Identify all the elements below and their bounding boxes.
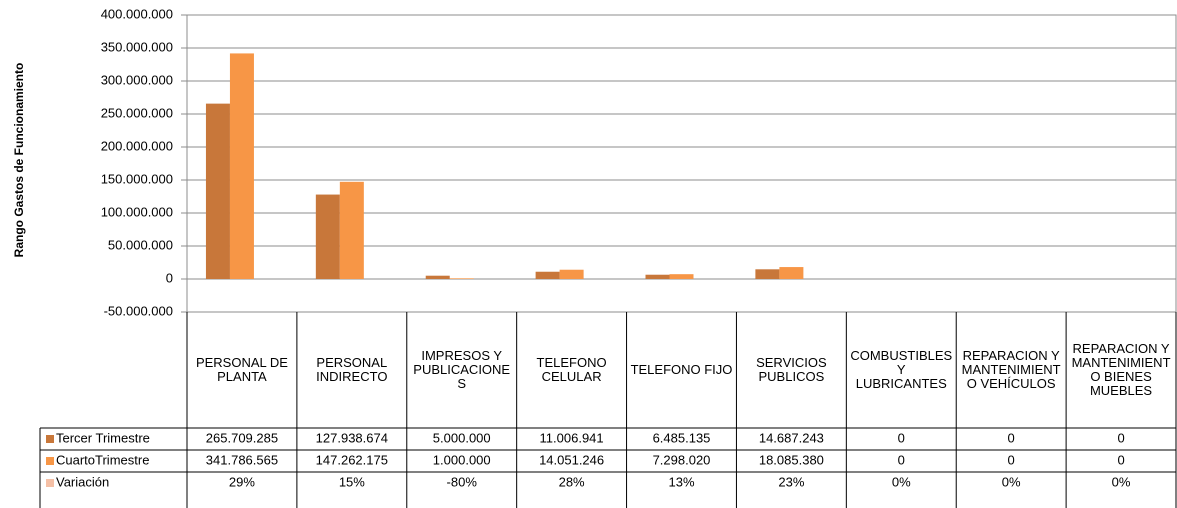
legend-key (46, 479, 54, 487)
table-value: 7.298.020 (653, 452, 711, 467)
table-value: 23% (778, 474, 804, 489)
y-tick-label: 400.000.000 (101, 6, 173, 21)
table-value: 13% (668, 474, 694, 489)
table-value: 0% (892, 474, 911, 489)
y-tick-label: -50.000.000 (104, 303, 173, 318)
x-tick-label: PERSONAL INDIRECTO (316, 355, 388, 384)
table-value: 127.938.674 (316, 430, 388, 445)
category-cell: SERVICIOS PUBLICOS (756, 355, 827, 384)
table-value: 29% (229, 474, 255, 489)
table-value: 0 (898, 430, 905, 445)
y-axis-title: Rango Gastos de Funcionamiento (12, 63, 26, 258)
y-tick-label: 250.000.000 (101, 105, 173, 120)
table-value: 0% (1112, 474, 1131, 489)
bar (755, 269, 780, 279)
category-cell: COMBUSTIBLES Y LUBRICANTES (850, 348, 953, 391)
category-cell: PERSONAL INDIRECTO (316, 355, 388, 384)
x-tick-label: COMBUSTIBLES Y LUBRICANTES (850, 348, 953, 391)
table-value: 341.786.565 (206, 452, 278, 467)
x-tick-label: REPARACION Y MANTENIMIENTO BIENES MUEBLE… (1071, 341, 1171, 398)
table-value: 5.000.000 (433, 430, 491, 445)
category-cell: IMPRESOS Y PUBLICACIONES (413, 348, 511, 391)
table-value: 0 (1008, 430, 1015, 445)
table-value: 11.006.941 (540, 430, 604, 445)
table-value: 18.085.380 (759, 452, 824, 467)
table-value: 265.709.285 (206, 430, 278, 445)
table-value: 28% (559, 474, 585, 489)
category-cell: PERSONAL DE PLANTA (195, 355, 288, 384)
category-cell: TELEFONO FIJO (630, 362, 733, 377)
category-cell: TELEFONO CELULAR (536, 355, 607, 384)
bar (229, 53, 254, 279)
bar (315, 194, 340, 279)
legend-label: Variación (56, 474, 109, 489)
y-tick-label: 300.000.000 (101, 72, 173, 87)
bar (645, 274, 670, 279)
y-tick-label: 150.000.000 (101, 171, 173, 186)
legend-label: Tercer Trimestre (56, 430, 150, 445)
bar (535, 271, 560, 279)
category-cell: REPARACION Y MANTENIMIENTO BIENES MUEBLE… (1071, 341, 1171, 398)
y-tick-label: 350.000.000 (101, 39, 173, 54)
bar (449, 278, 474, 279)
bar (669, 274, 694, 279)
bar (779, 267, 804, 279)
table-value: 14.051.246 (539, 452, 604, 467)
legend-key (46, 435, 54, 443)
table-value: 15% (339, 474, 365, 489)
table-value: 14.687.243 (759, 430, 824, 445)
table-value: 0 (1117, 430, 1124, 445)
category-cell: REPARACION Y MANTENIMIENTO VEHÍCULOS (961, 348, 1061, 391)
bar (339, 181, 364, 279)
y-tick-label: 100.000.000 (101, 204, 173, 219)
y-tick-label: 200.000.000 (101, 138, 173, 153)
x-tick-label: REPARACION Y MANTENIMIENTO VEHÍCULOS (961, 348, 1061, 391)
bar (425, 275, 450, 279)
table-value: -80% (447, 474, 478, 489)
table-value: 0% (1002, 474, 1021, 489)
y-tick-label: 50.000.000 (108, 237, 173, 252)
x-tick-label: IMPRESOS Y PUBLICACIONES (413, 348, 511, 391)
legend-label: CuartoTrimestre (56, 452, 149, 467)
x-tick-label: PERSONAL DE PLANTA (195, 355, 288, 384)
bar (205, 103, 230, 280)
table-value: 0 (898, 452, 905, 467)
legend-key (46, 457, 54, 465)
y-tick-label: 0 (166, 270, 173, 285)
table-value: 1.000.000 (433, 452, 491, 467)
table-value: 6.485.135 (653, 430, 711, 445)
table-value: 0 (1008, 452, 1015, 467)
x-tick-label: SERVICIOS PUBLICOS (756, 355, 827, 384)
bar (559, 269, 584, 279)
x-tick-label: TELEFONO CELULAR (536, 355, 607, 384)
plot-border (186, 14, 1177, 313)
x-tick-label: TELEFONO FIJO (630, 362, 733, 377)
table-value: 147.262.175 (316, 452, 388, 467)
table-value: 0 (1117, 452, 1124, 467)
